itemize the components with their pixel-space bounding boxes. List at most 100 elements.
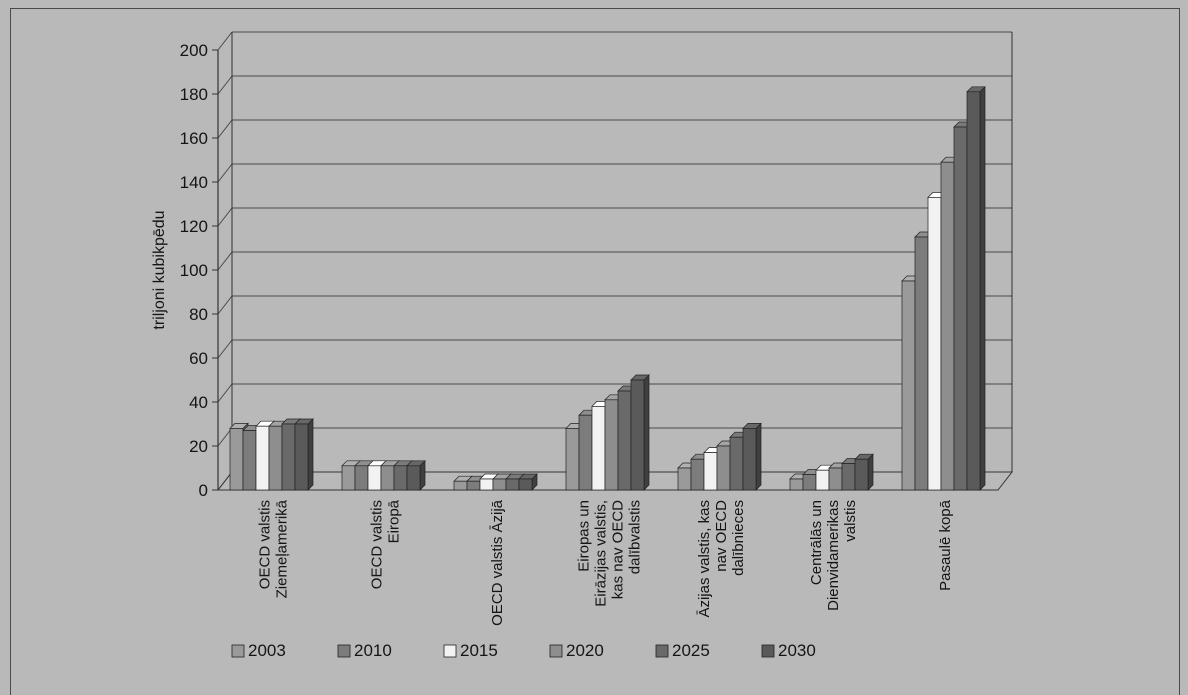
gridline-side: [217, 75, 233, 95]
bar: [677, 467, 692, 491]
legend-label: 2025: [672, 641, 710, 660]
legend-swatch: [231, 644, 245, 658]
y-tick-label: 0: [199, 481, 208, 500]
bar-side: [979, 85, 986, 491]
legend-label: 2010: [354, 641, 392, 660]
bar: [505, 478, 520, 491]
category-label-line: OECD valstis: [257, 500, 274, 589]
gridline-side: [217, 31, 233, 51]
bar: [281, 423, 296, 491]
bar-side: [643, 374, 650, 491]
category-label: OECD valstis Āzijā: [489, 499, 506, 626]
category-label: OECD valstisEiropā: [369, 499, 403, 589]
bar: [789, 478, 804, 491]
y-tick-label: 180: [180, 85, 208, 104]
bar: [578, 414, 593, 491]
category-label: Āzijas valstis, kasnav OECDdalībnieces: [696, 500, 747, 618]
legend-label: 2020: [566, 641, 604, 660]
bar-side: [867, 453, 874, 491]
gridline-side: [217, 339, 233, 359]
category-label: OECD valstisZiemeļamerikā: [257, 499, 291, 598]
y-tick-label: 80: [189, 305, 208, 324]
bar: [393, 465, 408, 491]
legend-swatch: [761, 644, 775, 658]
category-label-line: Ziemeļamerikā: [274, 499, 291, 598]
bar: [703, 452, 718, 491]
legend-label: 2030: [778, 641, 816, 660]
bar: [341, 465, 356, 491]
bar-side: [755, 422, 762, 491]
bar: [953, 126, 968, 491]
bar-side: [307, 418, 314, 491]
y-tick-label: 200: [180, 41, 208, 60]
category-label-line: Dienvidamerikas: [825, 500, 842, 611]
category-label-line: OECD valstis Āzijā: [489, 499, 506, 626]
y-axis-title: triljoni kubikpēdu: [151, 210, 168, 329]
bar: [591, 406, 606, 491]
y-tick-label: 140: [180, 173, 208, 192]
category-label-line: Āzijas valstis, kas: [696, 500, 713, 618]
category-label-line: Eiropā: [386, 499, 403, 543]
bar: [518, 478, 533, 491]
y-tick-label: 20: [189, 437, 208, 456]
bar: [617, 390, 632, 491]
category-label-line: dalībvalstis: [627, 500, 644, 574]
chart-frame: [10, 8, 1180, 695]
bar: [255, 425, 270, 491]
category-label: Pasaulē kopā: [937, 499, 954, 591]
legend-swatch: [443, 644, 457, 658]
bar: [690, 458, 705, 491]
legend-swatch: [655, 644, 669, 658]
category-label-line: dalībnieces: [730, 500, 747, 576]
bar: [406, 465, 421, 491]
bar: [354, 465, 369, 491]
bar: [828, 467, 843, 491]
bar: [729, 436, 744, 491]
bar: [854, 458, 869, 491]
bar: [242, 430, 257, 491]
y-tick-label: 40: [189, 393, 208, 412]
bar: [380, 465, 395, 491]
legend-label: 2015: [460, 641, 498, 660]
bar: [466, 480, 481, 491]
gridline-side: [217, 383, 233, 403]
bar: [802, 474, 817, 491]
bar: [901, 280, 916, 491]
y-tick-label: 60: [189, 349, 208, 368]
category-label-line: kas nav OECD: [610, 500, 627, 599]
bar: [940, 161, 955, 491]
bar: [268, 425, 283, 491]
bar: [492, 478, 507, 491]
y-tick-label: 160: [180, 129, 208, 148]
bar: [294, 423, 309, 491]
category-label: Eiropas unEirāzijas valstis,kas nav OECD…: [576, 500, 644, 607]
category-label-line: nav OECD: [713, 500, 730, 572]
bar: [630, 379, 645, 491]
bar: [479, 478, 494, 491]
gridline-side: [217, 119, 233, 139]
bar: [841, 463, 856, 491]
bar: [914, 236, 929, 491]
bar: [815, 469, 830, 491]
bar: [742, 428, 757, 491]
gridline-side: [217, 251, 233, 271]
category-label-line: valstis: [842, 500, 859, 542]
bar: [565, 428, 580, 491]
category-label: Centrālās unDienvidamerikasvalstis: [808, 500, 859, 611]
gridline-side: [217, 163, 233, 183]
y-tick-label: 100: [180, 261, 208, 280]
gridline-side: [217, 207, 233, 227]
category-label-line: Eirāzijas valstis,: [593, 500, 610, 607]
bar: [716, 445, 731, 491]
bar: [966, 91, 981, 491]
bar: [604, 399, 619, 491]
bar: [927, 197, 942, 491]
legend-swatch: [549, 644, 563, 658]
category-label-line: Eiropas un: [576, 500, 593, 572]
y-tick-label: 120: [180, 217, 208, 236]
category-label-line: Centrālās un: [808, 500, 825, 585]
category-label-line: Pasaulē kopā: [937, 499, 954, 591]
bar: [229, 428, 244, 491]
gridline-side: [217, 295, 233, 315]
